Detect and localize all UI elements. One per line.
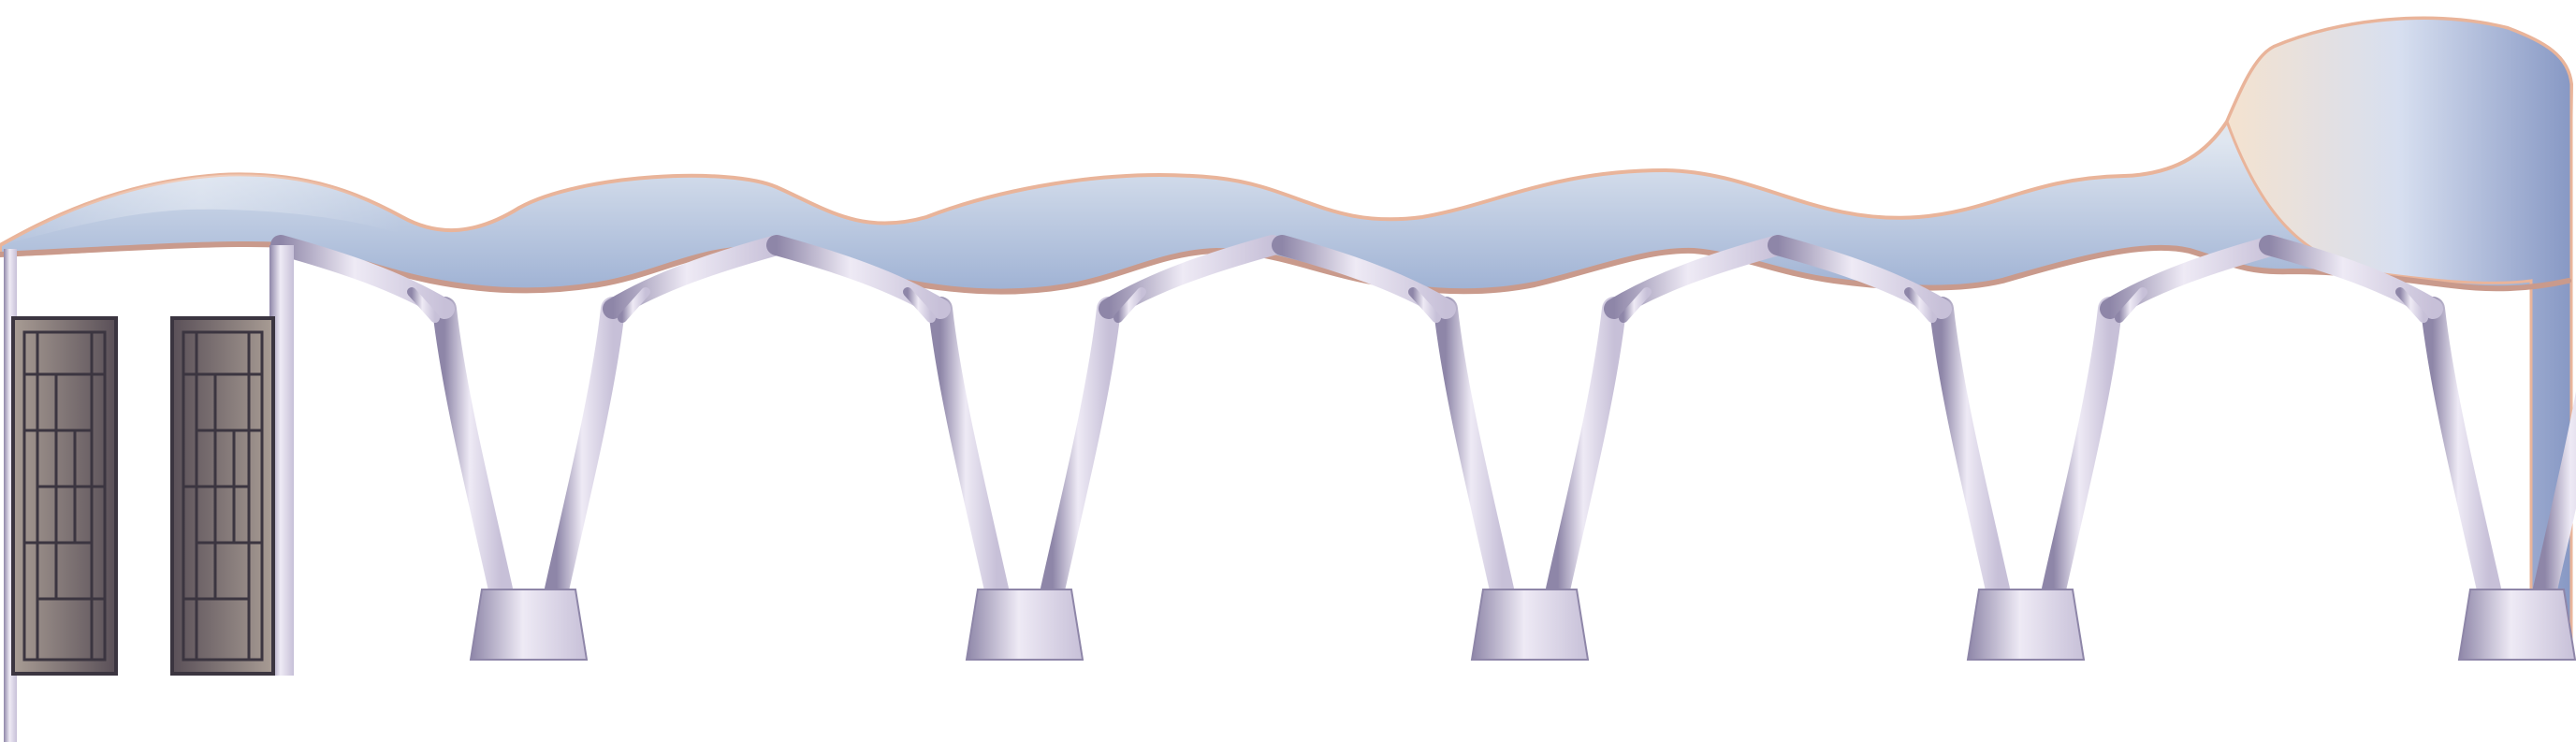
truss-member xyxy=(2421,297,2501,602)
support-columns xyxy=(270,235,2576,661)
truss-member xyxy=(1099,235,1283,319)
truss-member xyxy=(928,297,1009,602)
column-footing xyxy=(469,589,589,661)
truss-member xyxy=(545,297,625,602)
support-column xyxy=(2259,235,2576,661)
truss-member xyxy=(618,287,650,323)
truss-member xyxy=(2042,297,2122,602)
truss-member xyxy=(603,235,787,319)
truss-member xyxy=(1113,287,1146,323)
truss-member xyxy=(1546,297,1626,602)
column-footing xyxy=(965,589,1084,661)
roof-sheen xyxy=(0,174,402,245)
column-footing xyxy=(1470,589,1590,661)
support-column xyxy=(766,235,1283,661)
truss-member xyxy=(407,287,440,323)
truss-member xyxy=(1434,297,1514,602)
truss-member xyxy=(903,287,936,323)
column-footing xyxy=(1966,589,2086,661)
support-column xyxy=(1272,235,1788,661)
truss-member xyxy=(1604,235,1788,319)
truss-member xyxy=(766,235,951,319)
truss-member xyxy=(2115,287,2147,323)
truss-member xyxy=(1619,287,1652,323)
truss-member xyxy=(1929,297,2010,602)
truss-member xyxy=(1904,287,1937,323)
truss-member xyxy=(1768,235,1952,319)
truss-member xyxy=(1408,287,1441,323)
roof-end-cap xyxy=(2225,17,2573,647)
truss-member xyxy=(2100,235,2284,319)
truss-member xyxy=(2533,391,2576,602)
door-right xyxy=(170,316,275,676)
truss-member xyxy=(1041,297,1121,602)
truss-member xyxy=(432,297,513,602)
door-left xyxy=(11,316,118,676)
truss-member xyxy=(2259,235,2443,319)
truss-member xyxy=(270,235,455,319)
support-column xyxy=(1768,235,2284,661)
column-footing xyxy=(2457,589,2576,661)
truss-member xyxy=(2395,287,2428,323)
support-column xyxy=(270,235,787,661)
truss-member xyxy=(1272,235,1456,319)
